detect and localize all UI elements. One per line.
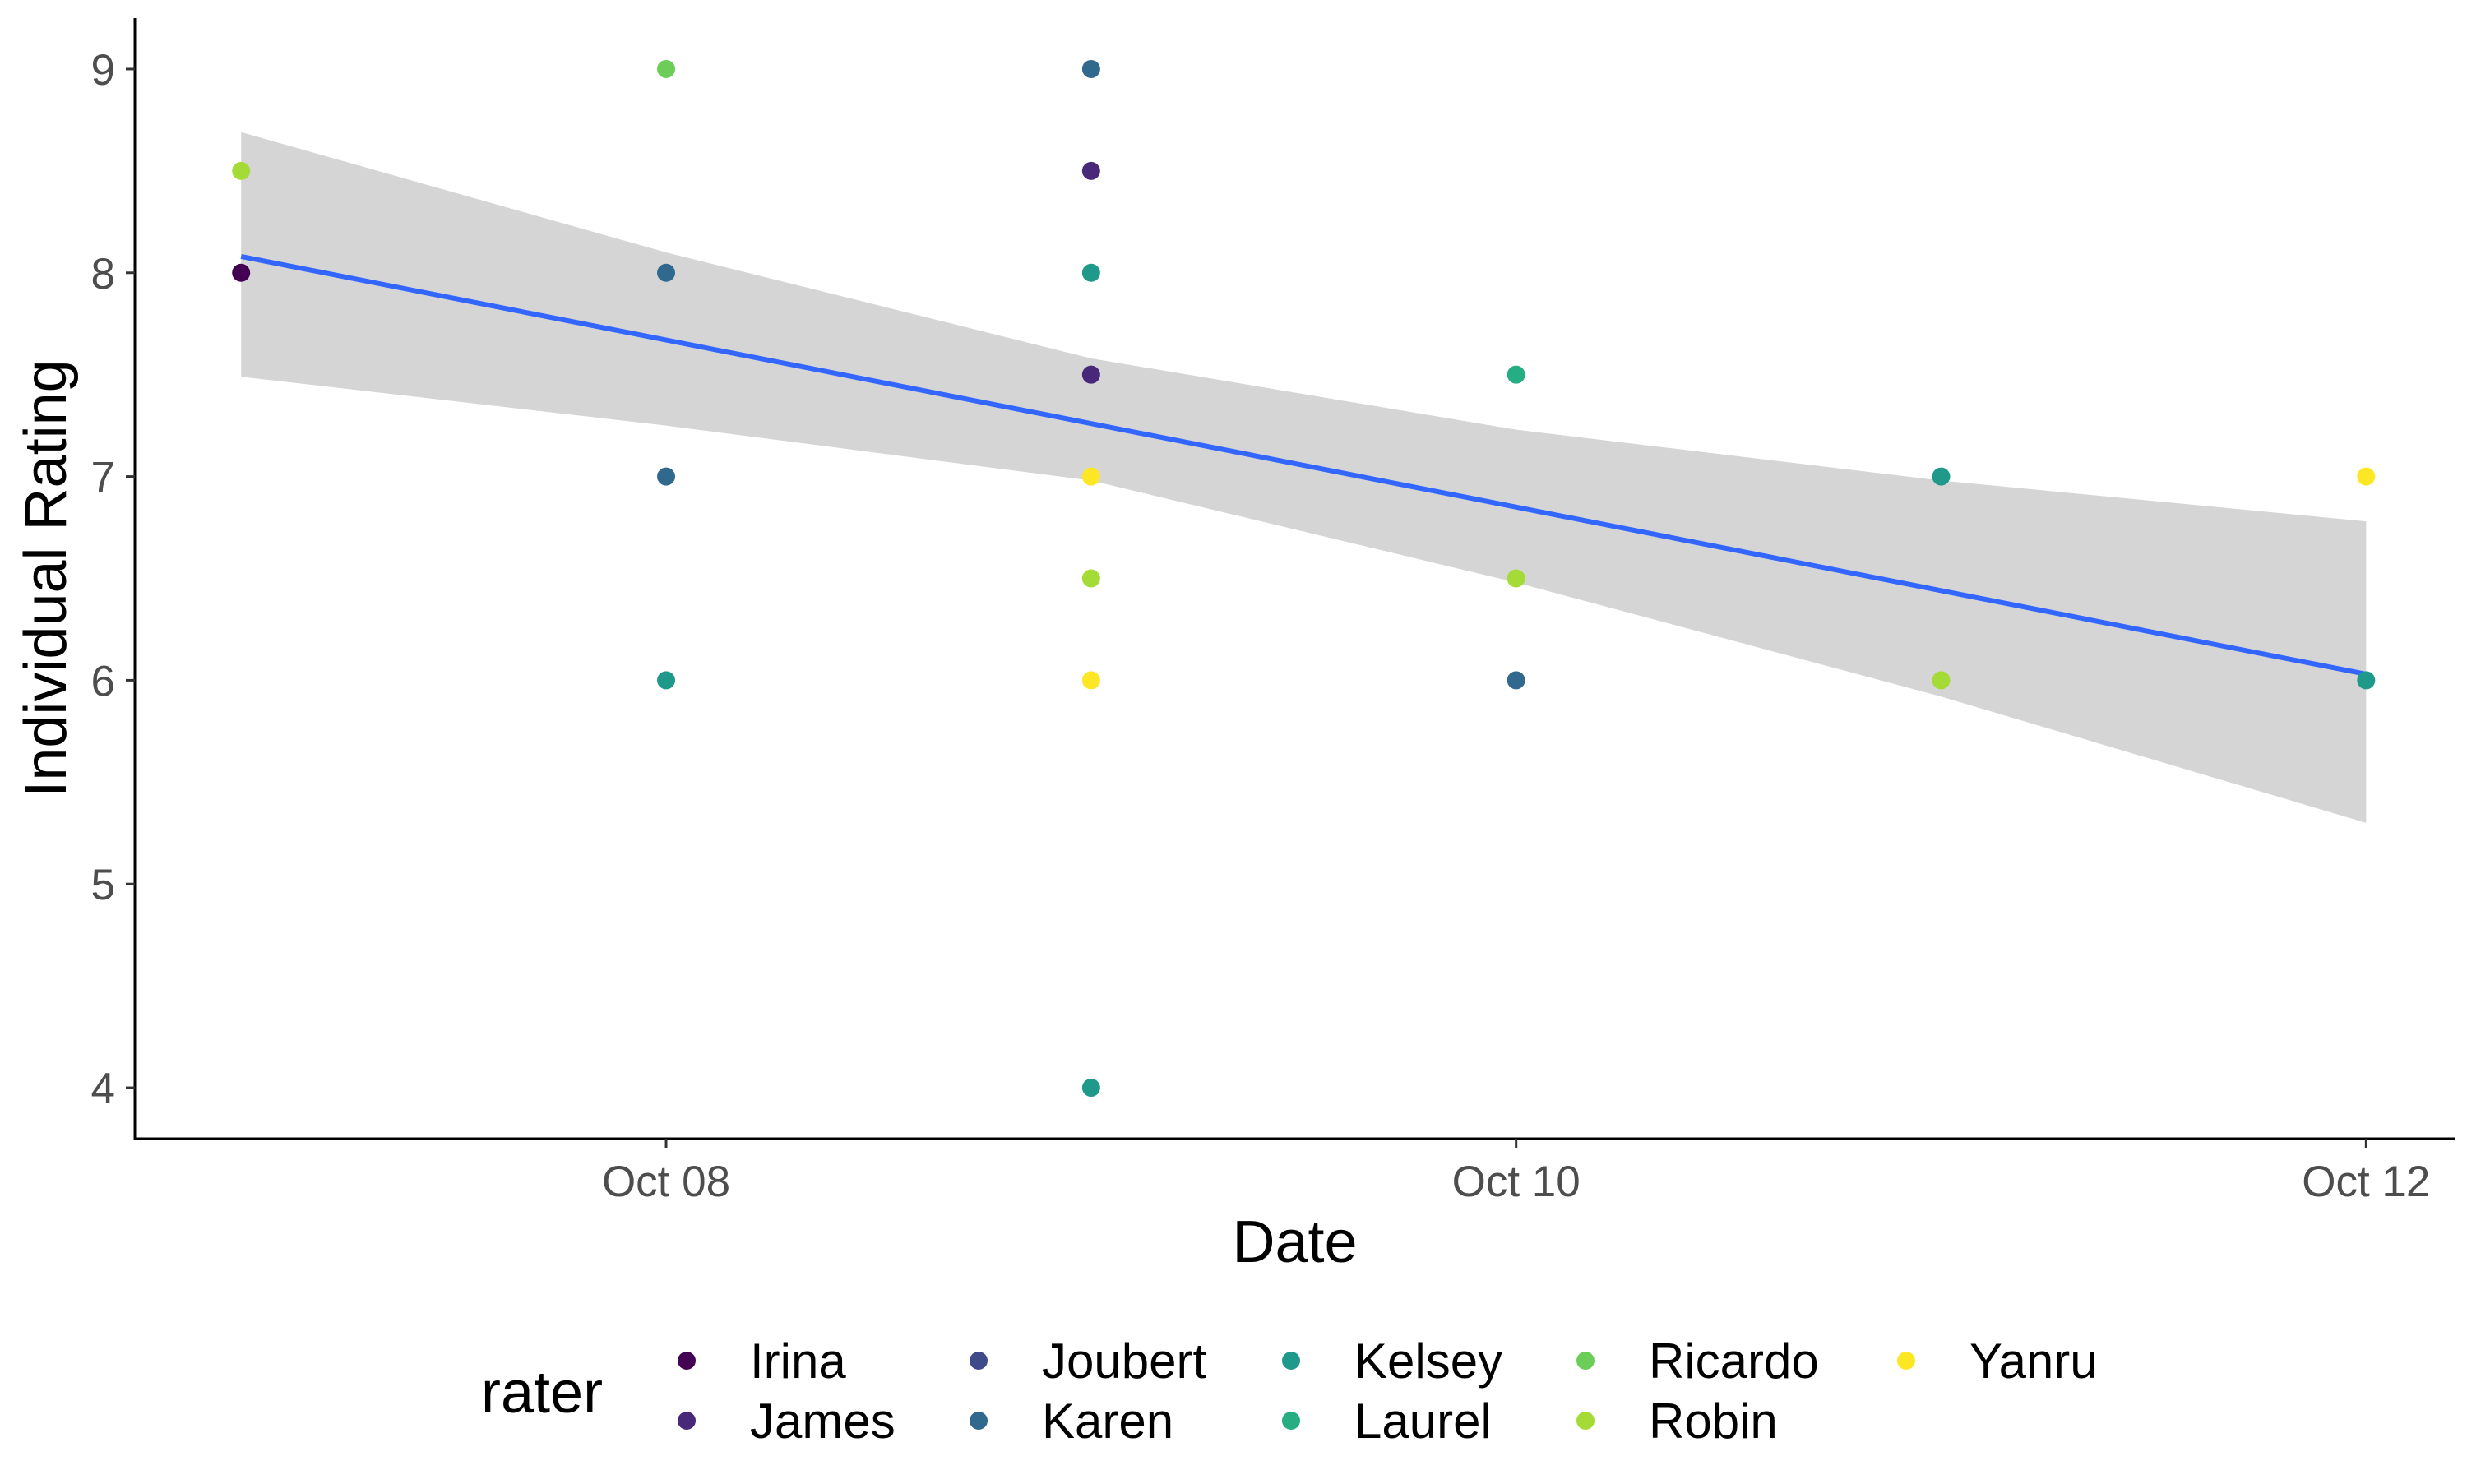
legend-key-kelsey <box>1282 1352 1300 1370</box>
legend-key-yanru <box>1897 1352 1915 1370</box>
legend-key-laurel <box>1282 1412 1300 1430</box>
confidence-band-layer <box>241 132 2367 823</box>
data-point-kelsey <box>2357 671 2376 690</box>
data-point-yanru <box>1081 671 1100 690</box>
data-point-robin <box>1081 569 1100 588</box>
legend-label-robin: Robin <box>1649 1394 1778 1449</box>
legend-key-irina <box>678 1352 696 1370</box>
legend-key-joubert <box>970 1352 988 1370</box>
data-points-layer <box>232 59 2376 1098</box>
tick-labels: 4 5 6 7 8 9 Oct 08 Oct 10 Oct 12 <box>91 46 2431 1206</box>
data-point-ricardo <box>657 59 676 78</box>
data-point-karen <box>1081 59 1100 78</box>
data-point-karen <box>657 263 676 282</box>
y-tick-label: 7 <box>91 454 115 502</box>
data-point-yanru <box>2357 467 2376 486</box>
legend-label-james: James <box>750 1394 896 1449</box>
x-tick-label: Oct 10 <box>1452 1158 1581 1206</box>
data-point-karen <box>1507 671 1525 690</box>
trend-line-layer <box>240 254 2367 677</box>
y-tick-label: 4 <box>91 1065 115 1113</box>
data-point-kelsey <box>1081 263 1100 282</box>
data-point-robin <box>232 161 251 180</box>
confidence-band <box>241 132 2367 823</box>
legend-label-ricardo: Ricardo <box>1649 1334 1819 1389</box>
x-tick-label: Oct 12 <box>2302 1158 2430 1206</box>
legend-key-karen <box>970 1412 988 1430</box>
data-point-laurel <box>1507 365 1525 384</box>
data-point-kelsey <box>1081 1079 1100 1098</box>
y-tick-label: 9 <box>91 46 115 95</box>
legend-label-irina: Irina <box>750 1334 846 1389</box>
legend-key-ricardo <box>1576 1352 1595 1370</box>
y-tick-label: 6 <box>91 657 115 705</box>
x-tick-label: Oct 08 <box>602 1158 730 1206</box>
y-axis-title: Individual Rating <box>13 359 79 797</box>
data-point-robin <box>1507 569 1525 588</box>
y-tick-label: 5 <box>91 861 115 909</box>
data-point-yanru <box>1081 467 1100 486</box>
data-point-james <box>1081 161 1100 180</box>
data-point-kelsey <box>657 671 676 690</box>
data-point-robin <box>1932 671 1951 690</box>
legend-title: rater <box>481 1360 603 1426</box>
axes <box>126 18 2455 1148</box>
data-point-james <box>1081 365 1100 384</box>
data-point-kelsey <box>1932 467 1951 486</box>
legend-label-karen: Karen <box>1042 1394 1173 1449</box>
data-point-irina <box>232 263 251 282</box>
data-point-karen <box>657 467 676 486</box>
legend-key-james <box>678 1412 696 1430</box>
legend-key-robin <box>1576 1412 1595 1430</box>
legend-label-laurel: Laurel <box>1354 1394 1492 1449</box>
legend-label-yanru: Yanru <box>1969 1334 2098 1389</box>
legend-label-kelsey: Kelsey <box>1354 1334 1502 1389</box>
trend-line <box>240 254 2367 677</box>
legend-label-joubert: Joubert <box>1042 1334 1206 1389</box>
y-tick-label: 8 <box>91 250 115 298</box>
x-axis-title: Date <box>1232 1209 1357 1275</box>
